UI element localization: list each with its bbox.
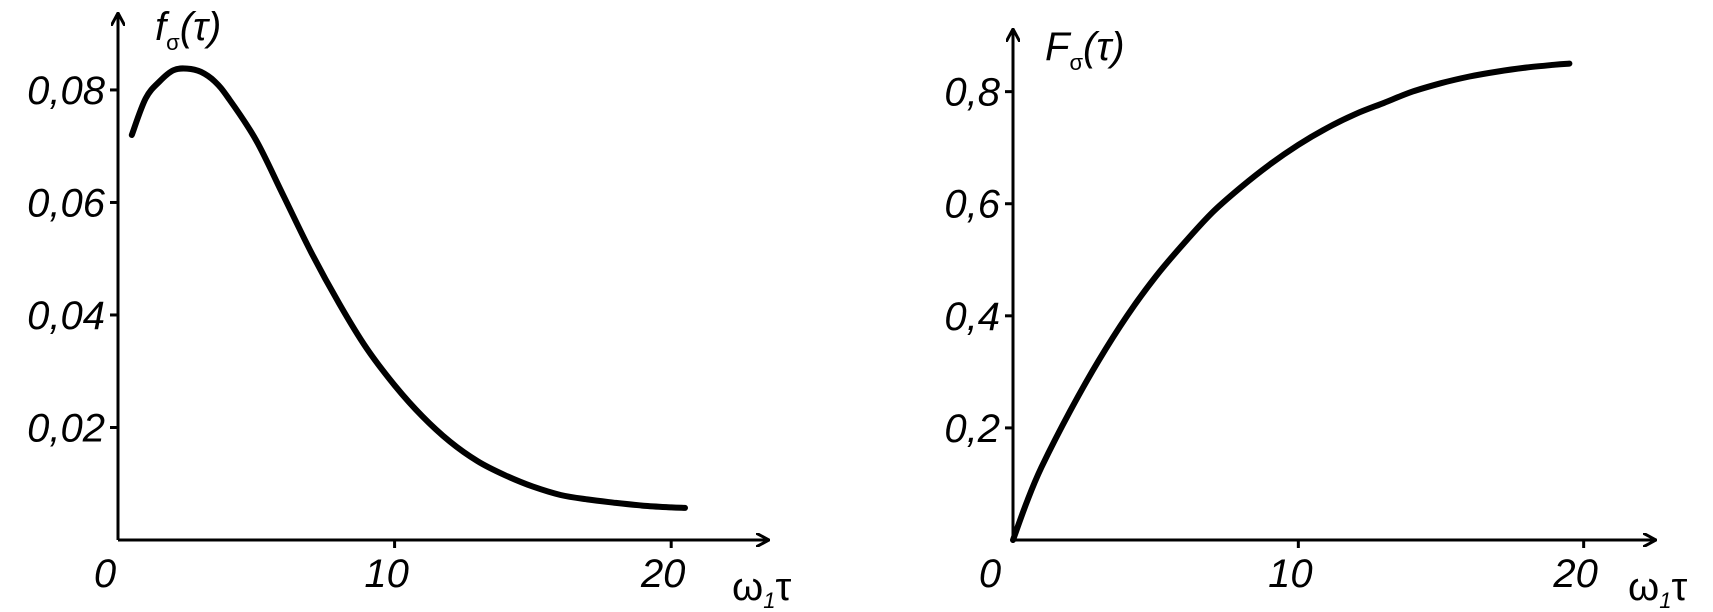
x-tick-label: 10 bbox=[1268, 552, 1313, 596]
y-label-sub: σ bbox=[166, 30, 180, 55]
y-label-arg: (τ) bbox=[1083, 25, 1125, 69]
y-label-main: F bbox=[1045, 25, 1072, 69]
x-axis-label: ω1τ bbox=[1628, 565, 1687, 612]
left-chart-f-sigma: 0,02 0,04 0,06 0,08 10 20 0 fσ(τ) ω1τ bbox=[27, 5, 791, 612]
x-origin-label: 0 bbox=[979, 552, 1001, 596]
x-label-sub: 1 bbox=[763, 588, 775, 612]
y-axis-label: fσ(τ) bbox=[155, 5, 221, 55]
x-ticks: 10 20 bbox=[364, 540, 685, 596]
y-tick-label: 0,08 bbox=[27, 69, 106, 113]
y-label-arg: (τ) bbox=[180, 5, 222, 49]
x-axis-label: ω1τ bbox=[732, 565, 791, 612]
y-tick-label: 0,04 bbox=[27, 294, 105, 338]
y-tick-label: 0,02 bbox=[27, 406, 105, 450]
x-tick-label: 20 bbox=[1552, 552, 1598, 596]
y-tick-label: 0,4 bbox=[944, 295, 1000, 339]
x-origin-label: 0 bbox=[94, 552, 116, 596]
right-chart-F-sigma: 0,2 0,4 0,6 0,8 10 20 0 Fσ(τ) ω1τ bbox=[944, 25, 1687, 612]
x-tick-label: 20 bbox=[640, 552, 686, 596]
series-line bbox=[1010, 60, 1573, 543]
y-tick-label: 0,2 bbox=[944, 407, 1000, 451]
y-ticks: 0,2 0,4 0,6 0,8 bbox=[944, 71, 1013, 451]
y-tick-label: 0,6 bbox=[944, 183, 1000, 227]
x-label-arg: τ bbox=[775, 565, 791, 609]
y-label-sub: σ bbox=[1069, 50, 1083, 75]
x-label-sub: 1 bbox=[1659, 588, 1671, 612]
x-label-main: ω bbox=[732, 565, 763, 609]
x-label-main: ω bbox=[1628, 565, 1659, 609]
x-label-arg: τ bbox=[1671, 565, 1687, 609]
x-tick-label: 10 bbox=[364, 552, 409, 596]
y-tick-label: 0,8 bbox=[944, 71, 1000, 115]
y-tick-label: 0,06 bbox=[27, 181, 106, 225]
y-axis-label: Fσ(τ) bbox=[1045, 25, 1125, 75]
y-ticks: 0,02 0,04 0,06 0,08 bbox=[27, 69, 118, 450]
x-ticks: 10 20 bbox=[1268, 540, 1598, 596]
series-line bbox=[128, 65, 688, 511]
